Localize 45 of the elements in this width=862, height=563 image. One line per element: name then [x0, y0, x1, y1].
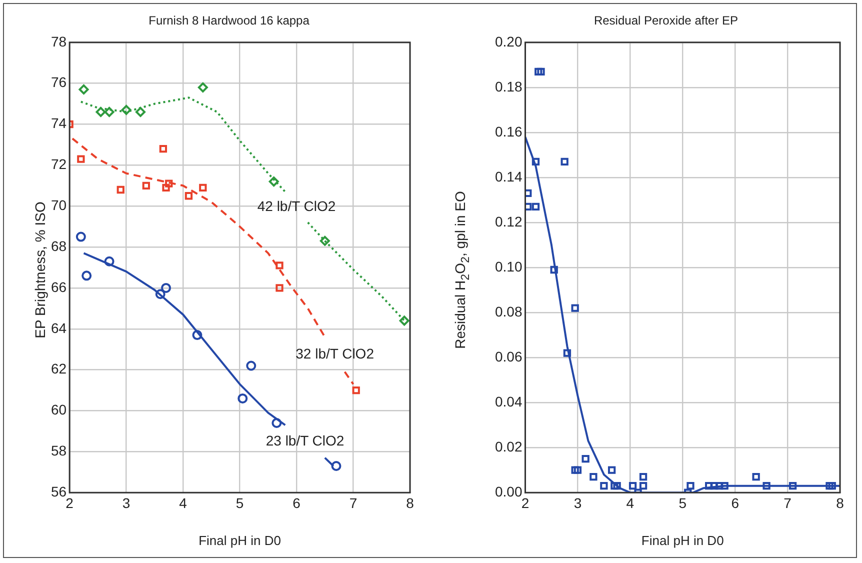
x-tick-label: 3 — [574, 494, 582, 511]
y-tick-label: 60 — [50, 402, 67, 418]
x-axis-title: Final pH in D0 — [198, 532, 281, 548]
y-tick-label: 58 — [50, 442, 67, 459]
series-label: 32 lb/T ClO2 — [296, 345, 374, 362]
y-tick-label: 66 — [50, 278, 67, 295]
y-tick-label: 0.14 — [495, 168, 522, 184]
x-tick-label: 7 — [784, 494, 792, 511]
x-tick-label: 5 — [678, 494, 687, 511]
y-tick-label: 0.10 — [495, 258, 522, 274]
y-tick-label: 56 — [50, 483, 67, 500]
series-label: 23 lb/T ClO2 — [266, 432, 344, 448]
y-tick-label: 62 — [50, 360, 67, 377]
y-tick-label: 0.16 — [495, 123, 522, 140]
y-tick-label: 0.12 — [495, 213, 522, 230]
y-tick-label: 0.00 — [495, 483, 522, 500]
x-tick-label: 3 — [122, 494, 130, 511]
x-tick-label: 7 — [349, 494, 358, 511]
y-tick-label: 64 — [50, 320, 67, 336]
chart-title: Furnish 8 Hardwood 16 kappa — [148, 14, 310, 28]
x-tick-label: 8 — [406, 494, 414, 511]
x-tick-label: 2 — [521, 494, 530, 511]
y-tick-label: 74 — [50, 115, 67, 132]
y-tick-label: 0.06 — [495, 348, 522, 364]
x-tick-label: 6 — [731, 494, 740, 511]
y-tick-label: 0.20 — [495, 33, 522, 50]
y-tick-label: 0.18 — [495, 78, 522, 94]
y-tick-label: 76 — [50, 74, 67, 90]
x-tick-label: 6 — [292, 494, 301, 511]
y-tick-label: 78 — [50, 33, 67, 50]
x-tick-label: 4 — [626, 494, 634, 511]
y-tick-label: 70 — [50, 196, 67, 213]
x-axis-title: Final pH in D0 — [641, 532, 724, 548]
y-tick-label: 0.08 — [495, 303, 522, 320]
y-tick-label: 0.04 — [495, 393, 522, 410]
chart-title: Residual Peroxide after EP — [594, 14, 738, 28]
x-tick-label: 8 — [836, 494, 844, 511]
x-tick-label: 5 — [236, 494, 244, 511]
y-tick-label: 0.02 — [495, 438, 522, 454]
x-tick-label: 2 — [66, 494, 74, 511]
x-tick-label: 4 — [179, 494, 188, 511]
y-axis-title: EP Brightness, % ISO — [32, 202, 48, 338]
y-tick-label: 68 — [50, 238, 67, 254]
y-tick-label: 72 — [50, 156, 67, 172]
series-label: 42 lb/T ClO2 — [257, 198, 336, 214]
